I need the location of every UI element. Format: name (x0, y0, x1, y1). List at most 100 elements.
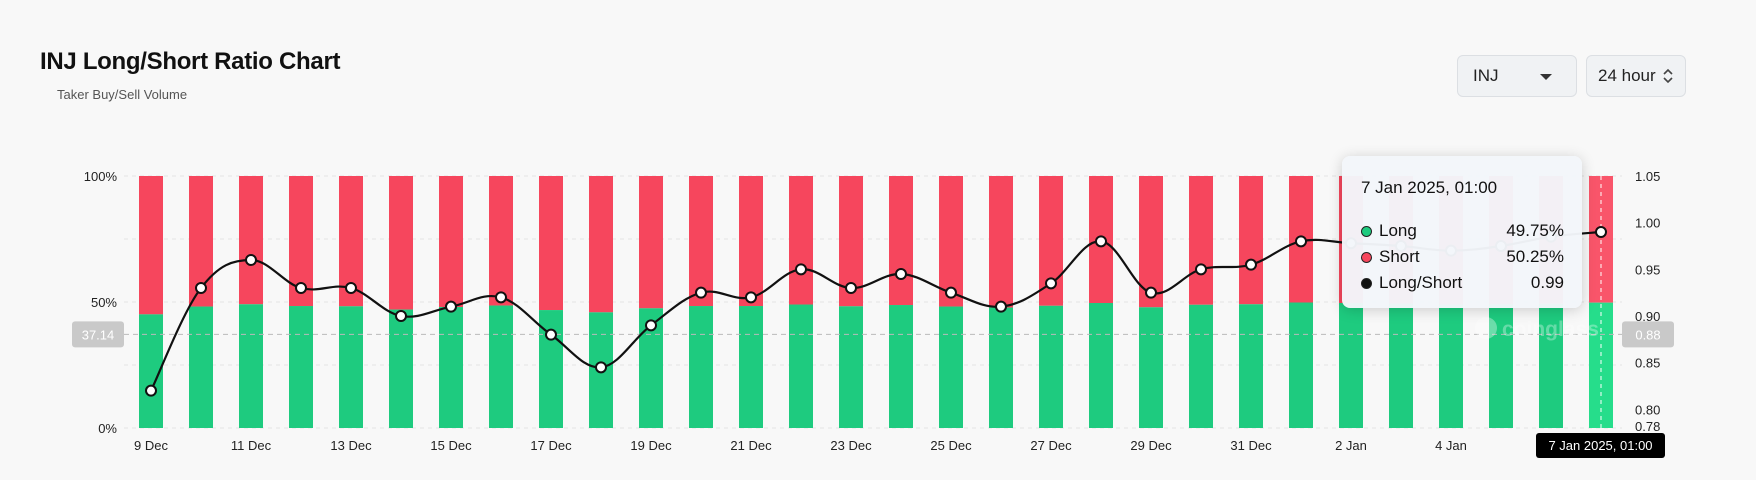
x-axis-tick-label: 15 Dec (430, 438, 472, 453)
crosshair-left-label-bg (72, 321, 124, 348)
long-bar (1089, 303, 1113, 428)
long-bar (789, 304, 813, 428)
x-axis-tick-label: 17 Dec (530, 438, 572, 453)
ratio-point (1295, 235, 1307, 248)
right-axis-tick-label: 0.95 (1635, 262, 1660, 277)
long-bar (939, 306, 963, 428)
ratio-point (1195, 263, 1207, 276)
x-axis-tick-label: 29 Dec (1130, 438, 1172, 453)
short-bar (1239, 176, 1263, 305)
tooltip-label: Long (1379, 221, 1417, 240)
x-axis-tick-label: 25 Dec (930, 438, 972, 453)
long-bar (239, 304, 263, 428)
ratio-point (745, 291, 757, 304)
x-axis-tick-label: 19 Dec (630, 438, 672, 453)
crosshair-right-label: 0.88 (1635, 327, 1660, 342)
long-bar (1439, 304, 1463, 428)
long-bar (339, 306, 363, 428)
ratio-point (645, 319, 657, 332)
period-select[interactable]: 24 hour (1586, 55, 1686, 97)
x-axis-tick-label: 13 Dec (330, 438, 372, 453)
ratio-point (1145, 286, 1157, 299)
tooltip-value: 0.99 (1530, 273, 1564, 292)
right-axis-tick-label: 0.85 (1635, 356, 1660, 371)
short-bar (139, 176, 163, 315)
ratio-point (145, 384, 157, 397)
ratio-point (995, 300, 1007, 313)
x-axis-tick-label: 23 Dec (830, 438, 872, 453)
crosshair-right-label-bg (1622, 321, 1674, 348)
left-axis-tick-label: 0% (98, 421, 117, 436)
right-axis: 0.78 0.80 0.85 0.90 0.95 1.00 1.05 (1635, 169, 1660, 434)
short-bar (1189, 176, 1213, 305)
x-axis-tick-label: 2 Jan (1335, 438, 1367, 453)
ratio-dot-icon (1361, 277, 1372, 289)
x-axis-tick-label: 4 Jan (1435, 438, 1467, 453)
left-axis-tick-label: 50% (91, 295, 117, 310)
long-bar (1289, 302, 1313, 428)
watermark-logo-icon (1475, 317, 1497, 339)
x-axis-tick-label: 9 Dec (134, 438, 168, 453)
short-bar (589, 176, 613, 313)
ratio-point (1045, 277, 1057, 290)
coin-select[interactable]: INJ (1457, 55, 1577, 97)
x-axis-tick-label: 21 Dec (730, 438, 772, 453)
ratio-point (545, 328, 557, 341)
tooltip: 7 Jan 2025, 01:00 Long 49.75% Short 50.2… (1342, 156, 1582, 308)
long-bar (1339, 303, 1363, 428)
long-bar (689, 306, 713, 428)
long-bar (439, 307, 463, 428)
right-axis-tick-label: 0.80 (1635, 402, 1660, 417)
page-subtitle: Taker Buy/Sell Volume (57, 87, 188, 102)
ratio-point (795, 263, 807, 276)
short-bar (789, 176, 813, 305)
long-bar (889, 305, 913, 428)
ratio-point (395, 310, 407, 322)
long-bar (989, 307, 1013, 428)
long-bar (1489, 304, 1513, 428)
right-axis-tick-label: 0.78 (1635, 419, 1660, 434)
tooltip-value: 50.25% (1506, 247, 1564, 266)
long-bar (1239, 304, 1263, 428)
right-axis-tick-label: 1.05 (1635, 169, 1660, 184)
long-bar (1139, 307, 1163, 428)
tooltip-title: 7 Jan 2025, 01:00 (1361, 178, 1498, 197)
x-axis-tick-label: 31 Dec (1230, 438, 1272, 453)
short-dot-icon (1361, 251, 1372, 263)
ratio-point (345, 282, 357, 294)
ratio-point (445, 300, 457, 313)
left-axis-tick-label: 100% (84, 169, 118, 184)
period-select-value: 24 hour (1598, 66, 1656, 85)
ratio-point (1095, 235, 1107, 248)
coin-select-value: INJ (1473, 66, 1499, 85)
right-axis-tick-label: 1.00 (1635, 216, 1660, 231)
x-axis: 9 Dec 11 Dec 13 Dec 15 Dec 17 Dec 19 Dec 21 De… (134, 438, 1467, 453)
crosshair-x-label: 7 Jan 2025, 01:00 (1536, 433, 1665, 458)
short-bar (539, 176, 563, 311)
ratio-point (495, 291, 507, 304)
long-dot-icon (1361, 225, 1372, 237)
ratio-point (845, 282, 857, 294)
watermark-group: coinglass (1475, 317, 1599, 341)
ratio-point (1595, 226, 1607, 238)
x-axis-tick-label: 27 Dec (1030, 438, 1072, 453)
ratio-point (895, 268, 907, 280)
short-bar (389, 176, 413, 310)
short-bar (889, 176, 913, 306)
short-bar (439, 176, 463, 308)
long-bar (839, 306, 863, 428)
left-axis: 0% 50% 100% (84, 169, 118, 436)
long-bar (1389, 303, 1413, 428)
tooltip-row-short: Short 50.25% (1361, 244, 1564, 270)
ratio-point (945, 286, 957, 299)
short-bar (689, 176, 713, 307)
ratio-point (695, 286, 707, 299)
ratio-points (145, 226, 1607, 397)
ratio-point (195, 282, 207, 294)
short-bar (489, 176, 513, 306)
crosshair: 37.14 0.88 (72, 176, 1674, 428)
long-bar (739, 306, 763, 428)
short-bar (939, 176, 963, 307)
short-bar (1139, 176, 1163, 308)
